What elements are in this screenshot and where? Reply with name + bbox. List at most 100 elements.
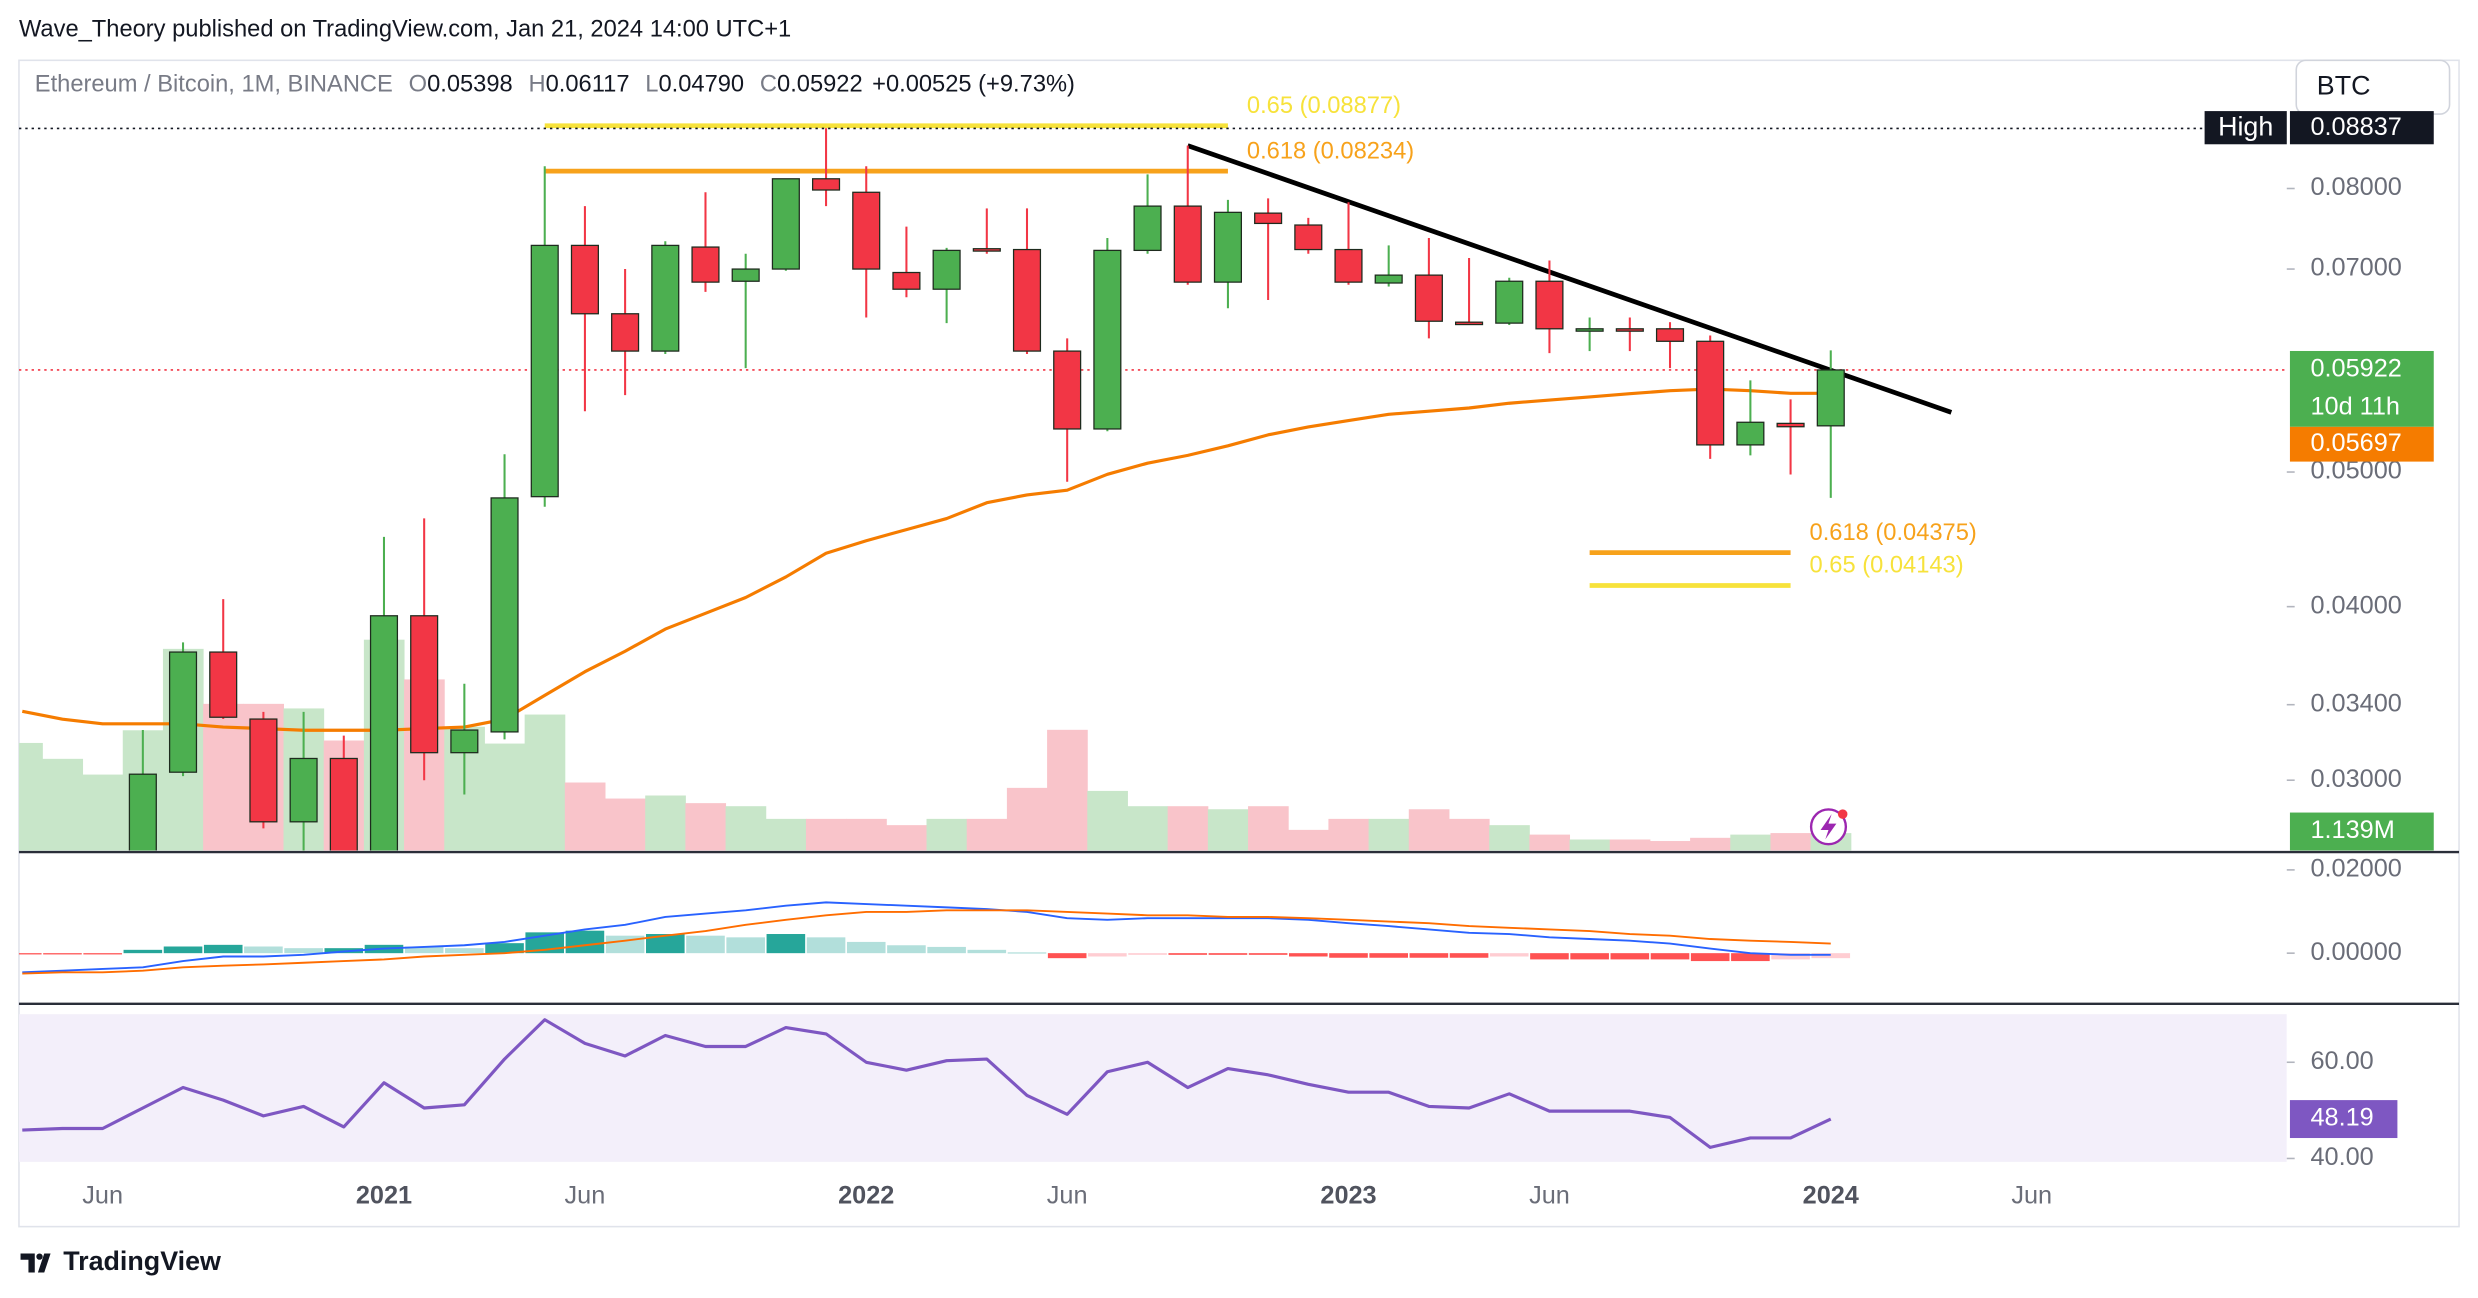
volume-bar <box>1529 834 1571 851</box>
ohlc-value: 0.04790 <box>658 72 744 98</box>
volume-bar <box>1047 729 1088 851</box>
volume-bar <box>1368 818 1410 851</box>
rsi-line <box>22 1018 1832 1149</box>
candle-body <box>570 244 599 315</box>
candle-body <box>1374 274 1403 284</box>
macd-line <box>22 901 1831 974</box>
candle-body <box>530 244 559 498</box>
volume-bar <box>805 818 847 851</box>
change: +0.00525 (+9.73%) <box>872 72 1075 98</box>
candle-body <box>1053 350 1082 430</box>
macd-histogram-bar <box>445 948 484 954</box>
candle-body <box>651 244 680 352</box>
macd-histogram-bar <box>1690 953 1730 962</box>
candle-body <box>1535 280 1564 330</box>
price-pane: 0.65 (0.08877) 0.618 (0.08234) 0.618 (0.04… <box>18 93 2287 851</box>
macd-histogram-bar <box>1047 953 1087 959</box>
candle-body <box>410 615 439 754</box>
high-label: High <box>2218 112 2273 142</box>
macd-histogram-bar <box>887 945 926 954</box>
macd-histogram-bar <box>1208 953 1248 955</box>
ohlc-key: O <box>409 72 427 98</box>
x-tick-label: 2023 <box>1320 1181 1376 1209</box>
candle-body <box>1816 369 1845 427</box>
x-tick-label: Jun <box>1529 1181 1570 1209</box>
volume-bar <box>1448 818 1490 851</box>
macd-histogram-bar <box>1088 953 1127 957</box>
y-tick-label: 0.00000 <box>2310 938 2401 966</box>
macd-histogram-bar <box>686 935 725 954</box>
candle-body <box>771 178 800 270</box>
volume-bar <box>1609 839 1651 851</box>
fib-label: 0.618 (0.04375) <box>1810 520 1977 546</box>
volume-bar <box>685 803 727 851</box>
macd-histogram-bar <box>1449 953 1489 958</box>
volume-bar <box>1770 833 1812 851</box>
macd-histogram-bar <box>766 934 806 954</box>
volume-bar <box>1328 818 1370 851</box>
candle-body <box>1173 205 1202 283</box>
candle-body <box>1414 274 1443 322</box>
fib-label: 0.618 (0.08234) <box>1247 138 1414 164</box>
volume-bar <box>82 774 124 851</box>
candle-body <box>611 313 640 352</box>
candle-body <box>731 268 760 282</box>
candle-body <box>1495 280 1524 324</box>
candle-body <box>1615 328 1644 332</box>
x-tick-label: 2021 <box>356 1181 412 1209</box>
volume-bar <box>18 742 43 851</box>
symbol-legend: Ethereum / Bitcoin, 1M, BINANCE O0.05398 H… <box>35 72 1075 98</box>
y-tick-label: 60.00 <box>2310 1047 2373 1075</box>
x-tick-label: 2024 <box>1803 1181 1859 1209</box>
volume-label: 1.139M <box>2310 816 2394 844</box>
macd-histogram-bar <box>1128 953 1167 955</box>
candle-body <box>1696 340 1725 446</box>
high-tag <box>2204 111 2287 145</box>
macd-histogram-bar <box>806 937 846 954</box>
x-tick-label: Jun <box>2011 1181 2052 1209</box>
volume-bar <box>605 798 646 851</box>
candle-body <box>691 246 720 283</box>
y-tick-label: 0.04000 <box>2310 591 2401 619</box>
macd-histogram-bar <box>1610 953 1650 960</box>
ohlc-value: 0.05922 <box>777 72 863 98</box>
candle-body <box>450 729 479 754</box>
rsi-pane <box>18 1014 2287 1162</box>
macd-histogram-bar <box>485 943 524 954</box>
candle-body <box>369 615 399 851</box>
candle-body <box>1254 212 1283 225</box>
volume-bar <box>1569 839 1611 851</box>
candle-body <box>249 718 278 823</box>
candle-body <box>1655 328 1685 342</box>
volume-bar <box>1127 806 1169 851</box>
candle-body <box>1133 205 1162 252</box>
candle-body <box>329 757 358 851</box>
volume-bar <box>1288 829 1329 851</box>
candle-body <box>490 497 519 733</box>
high-price: 0.08837 <box>2310 113 2401 141</box>
volume-bar <box>524 714 566 851</box>
candle-body <box>1294 224 1323 251</box>
volume-bar <box>1006 787 1048 851</box>
volume-bar <box>1408 809 1450 851</box>
x-tick-label: Jun <box>1047 1181 1088 1209</box>
candle-body <box>1012 248 1042 352</box>
volume-bar <box>1207 809 1249 851</box>
candle-body <box>1334 248 1363 283</box>
x-tick-label: 2022 <box>838 1181 894 1209</box>
brand: TradingView <box>63 1246 221 1276</box>
rsi-value: 48.19 <box>2310 1104 2373 1132</box>
macd-histogram-bar <box>284 948 323 954</box>
ohlc-key: C <box>760 72 777 98</box>
macd-histogram-bar <box>83 953 122 955</box>
macd-histogram-bar <box>1329 953 1368 958</box>
macd-histogram-bar <box>123 949 163 954</box>
ohlc-value: 0.06117 <box>546 72 630 98</box>
candle-body <box>289 757 318 823</box>
volume-bar <box>1248 806 1289 851</box>
alert-icon[interactable] <box>1809 808 1848 846</box>
macd-histogram-bar <box>927 946 966 954</box>
macd-histogram-bar <box>846 941 886 954</box>
volume-bar <box>765 818 807 851</box>
